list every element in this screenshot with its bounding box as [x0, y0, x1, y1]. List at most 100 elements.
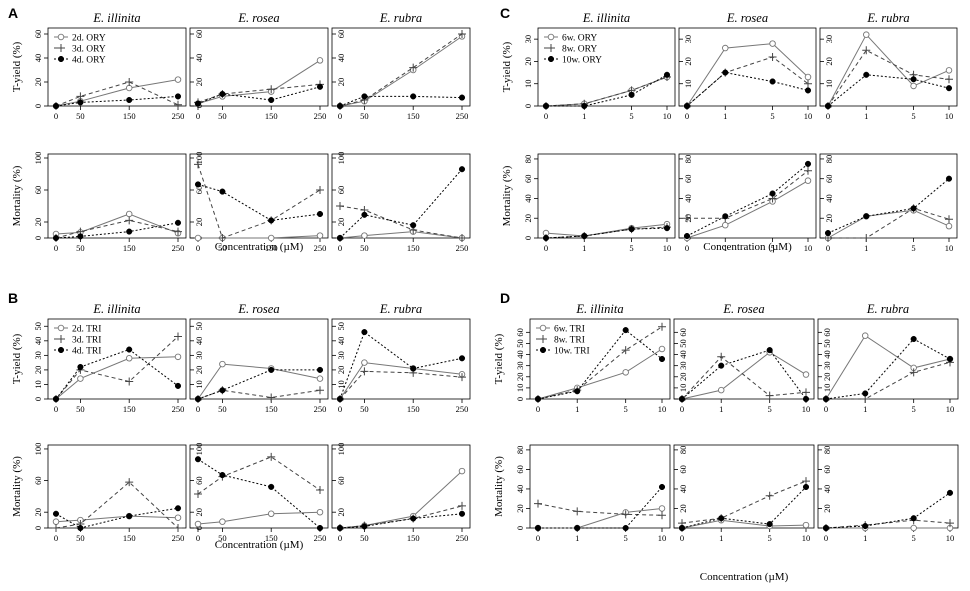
series-line-series-2 [545, 76, 668, 107]
y-tick-label: 40 [523, 194, 533, 203]
subplot-A-0-2: E. rubra0204060050150250 [331, 11, 471, 121]
data-point-series-2 [804, 166, 812, 175]
data-point-series-3 [410, 515, 417, 522]
series-line-series-2 [55, 81, 179, 107]
data-point-series-1 [316, 232, 324, 239]
species-title: E. rosea [237, 302, 279, 316]
data-point-series-3 [126, 96, 133, 104]
x-tick-label: 10 [663, 111, 672, 121]
data-point-series-3 [316, 366, 324, 373]
y-tick-label: 60 [194, 476, 204, 485]
data-point-series-3 [766, 521, 773, 528]
x-tick-label: 150 [407, 111, 420, 121]
x-tick-label: 150 [265, 404, 278, 414]
legend-label-series-2: 8w. TRI [554, 336, 585, 346]
data-point-series-3 [219, 387, 226, 394]
data-point-series-3 [822, 395, 830, 403]
plot-frame [529, 318, 671, 400]
y-tick-label: 40 [194, 54, 204, 63]
data-point-series-3 [52, 102, 60, 110]
series-line-series-2 [339, 205, 463, 239]
data-point-series-3 [268, 217, 275, 224]
x-tick-label: 250 [456, 404, 469, 414]
y-tick-label: 20 [822, 504, 832, 513]
data-point-series-3 [219, 90, 226, 98]
y-tick-label: 60 [515, 328, 525, 337]
x-tick-label: 1 [864, 243, 868, 253]
x-axis-label: Concentration (µM) [215, 539, 304, 551]
x-tick-label: 5 [912, 404, 916, 414]
legend-marker-series-1 [547, 33, 555, 41]
y-tick-label: 60 [822, 465, 832, 474]
x-tick-label: 0 [544, 243, 548, 253]
x-tick-label: 5 [770, 243, 774, 253]
x-tick-label: 10 [658, 404, 667, 414]
y-tick-label: 20 [33, 218, 43, 227]
x-tick-label: 50 [218, 404, 227, 414]
data-point-series-3 [678, 395, 686, 403]
x-tick-label: 10 [663, 243, 672, 253]
x-tick-label: 5 [768, 533, 772, 543]
y-tick-label: 50 [515, 339, 525, 348]
data-point-series-1 [802, 371, 810, 378]
data-point-series-1 [769, 40, 776, 47]
series-line-series-2 [826, 361, 951, 400]
data-point-series-2 [52, 524, 60, 532]
x-tick-label: 50 [218, 111, 227, 121]
x-tick-label: 0 [196, 243, 200, 253]
x-tick-label: 5 [624, 533, 628, 543]
data-point-series-3 [174, 93, 182, 100]
series-line-series-1 [825, 334, 951, 400]
x-tick-label: 150 [123, 243, 136, 253]
x-tick-label: 250 [172, 533, 185, 543]
data-point-series-3 [410, 222, 417, 229]
series-line-series-1 [339, 362, 463, 400]
x-tick-label: 10 [945, 243, 954, 253]
data-point-series-3 [581, 232, 588, 240]
y-tick-label: 20 [822, 373, 832, 382]
legend-marker-series-2 [57, 44, 65, 52]
x-tick-label: 5 [911, 243, 915, 253]
data-point-series-3 [458, 94, 466, 101]
data-point-series-3 [336, 102, 344, 110]
data-point-series-3 [622, 327, 629, 334]
series-line-series-1 [537, 348, 663, 400]
data-point-series-1 [316, 57, 324, 64]
data-point-series-3 [219, 188, 226, 195]
series-line-series-3 [686, 72, 809, 107]
subplot-D-0-1: E. rosea010203040506001510 [673, 302, 815, 414]
data-point-series-3 [77, 524, 84, 532]
x-tick-label: 5 [911, 111, 915, 121]
series-line-series-2 [55, 481, 179, 529]
plot-frame [189, 318, 329, 400]
x-tick-label: 0 [544, 111, 548, 121]
data-point-series-2 [573, 507, 582, 516]
y-tick-label: 60 [683, 174, 693, 183]
y-tick-label: 10 [515, 384, 525, 393]
series-line-series-3 [681, 486, 807, 529]
series-line-series-1 [686, 180, 809, 239]
legend-marker-series-3 [57, 55, 65, 63]
x-tick-label: 10 [802, 533, 811, 543]
plot-frame [331, 153, 471, 239]
y-tick-label: 20 [194, 508, 204, 517]
y-tick-label: 80 [678, 446, 688, 455]
data-point-series-2 [802, 388, 810, 397]
x-tick-label: 10 [804, 111, 813, 121]
x-tick-label: 150 [265, 243, 278, 253]
data-point-series-3 [268, 483, 275, 490]
data-point-series-1 [658, 345, 666, 353]
y-tick-label: 30 [824, 35, 834, 44]
series-line-series-1 [197, 59, 321, 105]
data-point-series-3 [581, 102, 588, 110]
series-line-series-1 [681, 519, 807, 529]
plot-frame [189, 444, 329, 529]
x-tick-label: 10 [946, 533, 955, 543]
species-title: E. rubra [866, 302, 909, 316]
series-line-series-1 [55, 213, 179, 235]
x-tick-label: 150 [407, 533, 420, 543]
y-tick-label: 0 [515, 526, 525, 530]
